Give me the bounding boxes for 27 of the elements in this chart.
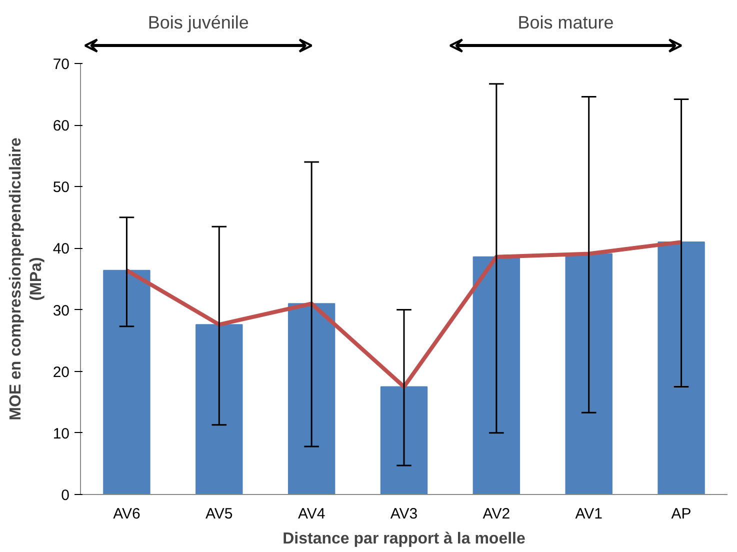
- x-axis-title: Distance par rapport à la moelle: [282, 530, 526, 548]
- x-tick-label: AV2: [482, 506, 510, 522]
- text: Bois mature: [518, 12, 614, 32]
- x-tick-label: AV1: [575, 506, 602, 522]
- x-tick-label: AV3: [390, 506, 418, 522]
- bar: [288, 303, 336, 494]
- bar: [380, 386, 428, 494]
- y-tick-label: 30: [52, 302, 70, 320]
- bar: [103, 270, 150, 494]
- y-axis-title: MOE en compressionperpendiculaire (MPa): [7, 138, 45, 420]
- y-tick-label: 60: [52, 118, 70, 135]
- y-tick-label: 50: [52, 179, 70, 196]
- bar: [658, 242, 705, 494]
- x-tick-label: AV5: [206, 506, 233, 522]
- y-tick-label: 0: [61, 487, 70, 504]
- x-tick-label: AP: [671, 506, 692, 522]
- line-series: [124, 240, 684, 389]
- y-tick-label: 20: [52, 364, 70, 381]
- y-tick-label: 70: [52, 56, 70, 73]
- text: Bois juvénile: [148, 12, 249, 32]
- x-tick-label: AV6: [113, 506, 140, 522]
- bar: [472, 256, 520, 494]
- bar: [565, 253, 612, 494]
- y-tick-label: 10: [52, 425, 70, 442]
- y-tick-label: 40: [52, 240, 70, 258]
- x-tick-label: AV4: [298, 506, 326, 522]
- bar: [196, 324, 243, 494]
